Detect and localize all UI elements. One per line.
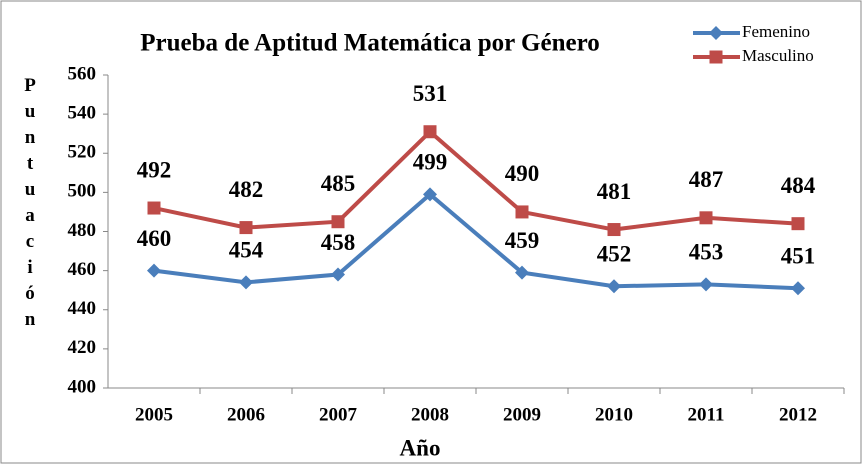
data-label: 460: [137, 226, 172, 251]
data-label: 484: [781, 173, 816, 198]
data-label: 485: [321, 171, 356, 196]
data-label: 454: [229, 238, 264, 263]
y-tick-label: 460: [68, 259, 97, 280]
marker: [239, 275, 253, 290]
marker: [147, 263, 161, 278]
y-axis-title: Puntuación: [20, 75, 41, 335]
x-tick-label: 2008: [411, 404, 449, 425]
x-tick-label: 2006: [227, 404, 265, 425]
y-tick-label: 480: [68, 220, 97, 241]
y-tick-label: 540: [68, 102, 97, 123]
x-tick-label: 2011: [688, 404, 725, 425]
legend-label: Femenino: [742, 22, 810, 41]
data-label: 531: [413, 81, 448, 106]
marker: [423, 125, 437, 139]
data-label: 487: [689, 167, 724, 192]
marker: [331, 215, 345, 229]
y-tick-label: 440: [68, 298, 97, 319]
y-tick-label: 520: [68, 142, 97, 163]
data-label: 499: [413, 150, 448, 175]
marker: [607, 223, 621, 237]
y-tick-label: 560: [68, 63, 97, 84]
x-tick-label: 2012: [779, 404, 817, 425]
data-label: 490: [505, 161, 540, 186]
y-tick-label: 400: [68, 376, 97, 397]
data-label: 482: [229, 177, 264, 202]
chart-title: Prueba de Aptitud Matemática por Género: [140, 30, 599, 57]
marker: [147, 201, 161, 215]
marker: [423, 187, 437, 202]
data-label: 492: [137, 157, 172, 182]
legend-label: Masculino: [742, 46, 814, 65]
series-line: [153, 191, 799, 291]
marker: [699, 277, 713, 292]
data-label: 481: [597, 179, 632, 204]
series-line: [153, 129, 799, 232]
x-tick-label: 2009: [503, 404, 541, 425]
x-axis-title: Año: [400, 435, 441, 460]
marker: [699, 211, 713, 225]
x-tick-label: 2007: [319, 404, 358, 425]
marker: [515, 205, 529, 219]
marker: [515, 265, 529, 280]
legend-marker: [709, 26, 723, 40]
x-tick-label: 2005: [135, 404, 173, 425]
marker: [607, 279, 621, 294]
y-tick-label: 500: [68, 181, 97, 202]
marker: [331, 267, 345, 282]
y-tick-label: 420: [68, 337, 97, 358]
data-label: 452: [597, 242, 632, 267]
legend-marker: [709, 50, 723, 64]
marker: [791, 281, 805, 296]
marker: [239, 221, 253, 235]
x-tick-label: 2010: [595, 404, 633, 425]
data-label: 451: [781, 244, 816, 269]
marker: [791, 217, 805, 231]
data-label: 453: [689, 240, 724, 265]
data-label: 459: [505, 228, 540, 253]
data-label: 458: [321, 230, 356, 255]
